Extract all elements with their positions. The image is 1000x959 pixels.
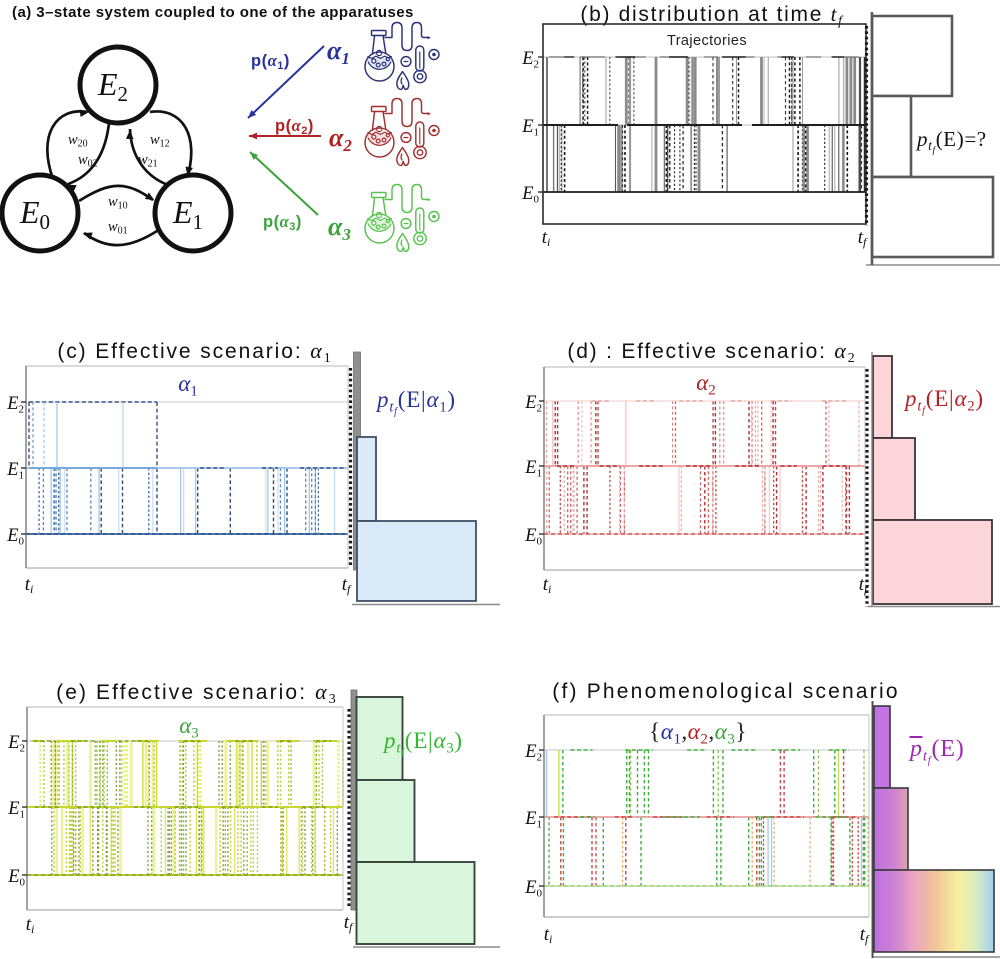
svg-text:(d) : Effective scenario: α2: (d) : Effective scenario: α2 — [567, 338, 856, 366]
svg-text:p(α1): p(α1) — [251, 51, 290, 72]
svg-text:p(α3): p(α3) — [263, 212, 302, 233]
svg-text:(f) Phenomenological scenario: (f) Phenomenological scenario — [552, 680, 899, 703]
svg-text:(c) Effective scenario: α1: (c) Effective scenario: α1 — [57, 338, 332, 366]
svg-text:ti: ti — [544, 924, 553, 946]
svg-text:tf: tf — [342, 574, 352, 596]
svg-text:ptf(E): ptf(E) — [908, 736, 965, 767]
svg-text:(e) Effective scenario: α3: (e) Effective scenario: α3 — [56, 679, 338, 707]
svg-text:tf: tf — [858, 227, 868, 249]
svg-text:ti: ti — [25, 574, 34, 596]
svg-text:tf: tf — [344, 912, 354, 934]
svg-text:ti: ti — [542, 227, 551, 249]
svg-text:ti: ti — [26, 914, 35, 936]
svg-text:ptf(E)=?: ptf(E)=? — [915, 127, 987, 156]
svg-text:ti: ti — [543, 574, 552, 596]
svg-text:(a) 3–state system coupled to: (a) 3–state system coupled to one of the… — [12, 4, 414, 21]
svg-text:ptf(E|α3): ptf(E|α3) — [382, 728, 463, 759]
svg-text:Trajectories: Trajectories — [667, 33, 747, 49]
svg-text:ptf(E|α1): ptf(E|α1) — [375, 387, 456, 418]
svg-text:ptf(E|α2): ptf(E|α2) — [903, 386, 984, 417]
svg-text:p(α2): p(α2) — [275, 116, 314, 137]
svg-text:tf: tf — [860, 924, 870, 946]
svg-text:tf: tf — [859, 574, 869, 596]
